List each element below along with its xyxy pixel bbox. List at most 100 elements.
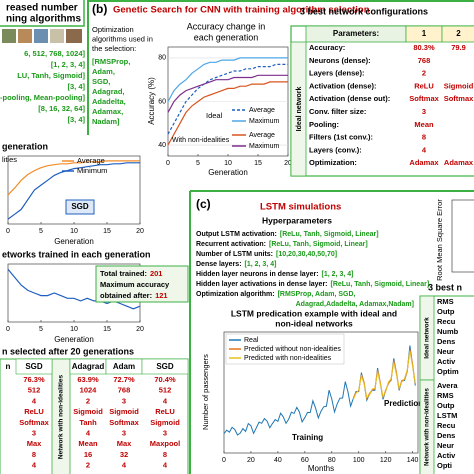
table-header: 2 [456, 29, 461, 38]
legend-label: Predicted without non-idealities [244, 346, 341, 353]
x-tick-label: 0 [222, 457, 226, 464]
chart-title: Accuracy change in [187, 21, 266, 31]
table-row-label: Optim [437, 367, 459, 376]
x-tick-label: 5 [196, 160, 200, 167]
subtitle: Hyperparameters [262, 215, 332, 225]
x-tick-label: 10 [70, 326, 78, 333]
table-header: SGD [156, 362, 174, 371]
table-row-label: Dens [437, 431, 455, 440]
summary-box [95, 265, 189, 303]
y-axis-label: Root Mean Square Error [435, 199, 444, 281]
x-tick-label: 0 [6, 228, 10, 235]
intro-text: algorithms used in [92, 34, 153, 43]
series-line [7, 162, 140, 220]
y-axis-label: Number of passengers [201, 354, 210, 430]
table-cell: 80.3% [413, 43, 435, 52]
table-cell: 72.7% [113, 375, 135, 384]
table-cell: 79.9 [451, 43, 466, 52]
summary-label: Total trained: [100, 269, 147, 278]
legend-label: Average [249, 107, 275, 114]
series-line [7, 268, 141, 310]
x-tick-label: 15 [254, 160, 262, 167]
table-cell: 4 [86, 428, 91, 437]
heading: reased number [6, 3, 78, 14]
panel-title: Genetic Search for CNN with training alg… [113, 5, 370, 16]
heading-box [0, 0, 85, 27]
table-cell: 1024 [80, 386, 98, 395]
x-tick-label: 20 [247, 457, 255, 464]
table-cell: Tanh [79, 418, 97, 427]
series-line [7, 160, 140, 196]
group-band [419, 379, 435, 474]
table-cell: Mean [78, 439, 98, 448]
summary-value: 121 [155, 291, 168, 300]
table-cell: 4 [163, 461, 168, 470]
x-tick-label: 120 [380, 457, 392, 464]
box-label: SGD [71, 202, 89, 211]
table-cell: 70.4% [154, 375, 176, 384]
group-band [51, 358, 71, 474]
table-cell [141, 358, 189, 375]
table-row-label: Activ [437, 451, 456, 460]
x-tick-label: 40 [274, 457, 282, 464]
table-cell: 768 [118, 386, 131, 395]
table-cell: Softmax [19, 418, 49, 427]
param-list: [8, 16, 32, 64] [38, 104, 85, 113]
x-axis-label: Generation [54, 237, 94, 246]
table-cell: Maxpool [150, 439, 180, 448]
chart-title: each generation [194, 32, 259, 42]
table-cell: 4 [422, 145, 427, 154]
intro-text: the selection: [92, 44, 136, 53]
x-tick-label: 5 [39, 228, 43, 235]
table-cell: 3 [32, 428, 36, 437]
table-cell: ReLU [414, 81, 434, 90]
legend-label: Minimum [77, 166, 107, 175]
table-frame [290, 25, 474, 177]
legend-label: Maximum [249, 143, 280, 150]
table-cell: 3 [122, 428, 126, 437]
param-label: Hidden layer activations in dense layer: [196, 281, 328, 288]
table-header: 1 [422, 29, 427, 38]
table-cell: Adamax [409, 158, 439, 167]
thumbnails [2, 29, 82, 43]
series-line [167, 63, 288, 135]
x-tick-label: 60 [301, 457, 309, 464]
x-tick-label: 100 [353, 457, 365, 464]
annotation: lities [2, 155, 17, 164]
table-row-label: Conv. filter size: [309, 107, 366, 116]
group-label: Network with non-idealities [425, 388, 431, 466]
table-cell: Mean [414, 120, 434, 129]
legend-box [225, 333, 345, 365]
summary-label: obtained after: [100, 291, 152, 300]
table-cell: 2 [86, 396, 90, 405]
annotation: Training [292, 433, 323, 442]
param-values: [1, 2, 3, 4] [245, 261, 277, 268]
table-row-label: Activation (dense): [309, 81, 377, 90]
panel-label: (b) [92, 2, 107, 16]
table-row-label: Layers (conv.): [309, 145, 362, 154]
table-cell: 8 [422, 133, 426, 142]
plot-area [451, 199, 474, 273]
algo-list: Adam, [92, 67, 115, 76]
series-line [223, 345, 416, 436]
param-list: [1, 2, 3, 4] [51, 60, 86, 69]
group-label: Ideal network [296, 87, 303, 132]
table-cell: Sigmoid [73, 407, 103, 416]
table-cell: ReLU [155, 407, 175, 416]
table-cell [15, 358, 53, 375]
chart-title: LSTM predication example with ideal and [231, 308, 397, 318]
table-row-label: Recu [437, 317, 456, 326]
panel-label: (c) [196, 197, 211, 211]
table-row-label: LSTM [437, 411, 457, 420]
x-axis-label: Months [308, 464, 334, 473]
legend-label: Average [249, 132, 275, 139]
param-values: Adagrad,Adadelta, Adamax,Nadam] [296, 301, 414, 308]
param-values: [RMSProp, Adam, SGD, [278, 291, 356, 298]
table-header: Parameters: [333, 29, 379, 38]
series-line [352, 350, 416, 400]
summary-label: Maximum accuracy [100, 280, 170, 289]
table-row-label: Activ [437, 357, 456, 366]
x-tick-label: 10 [70, 228, 78, 235]
